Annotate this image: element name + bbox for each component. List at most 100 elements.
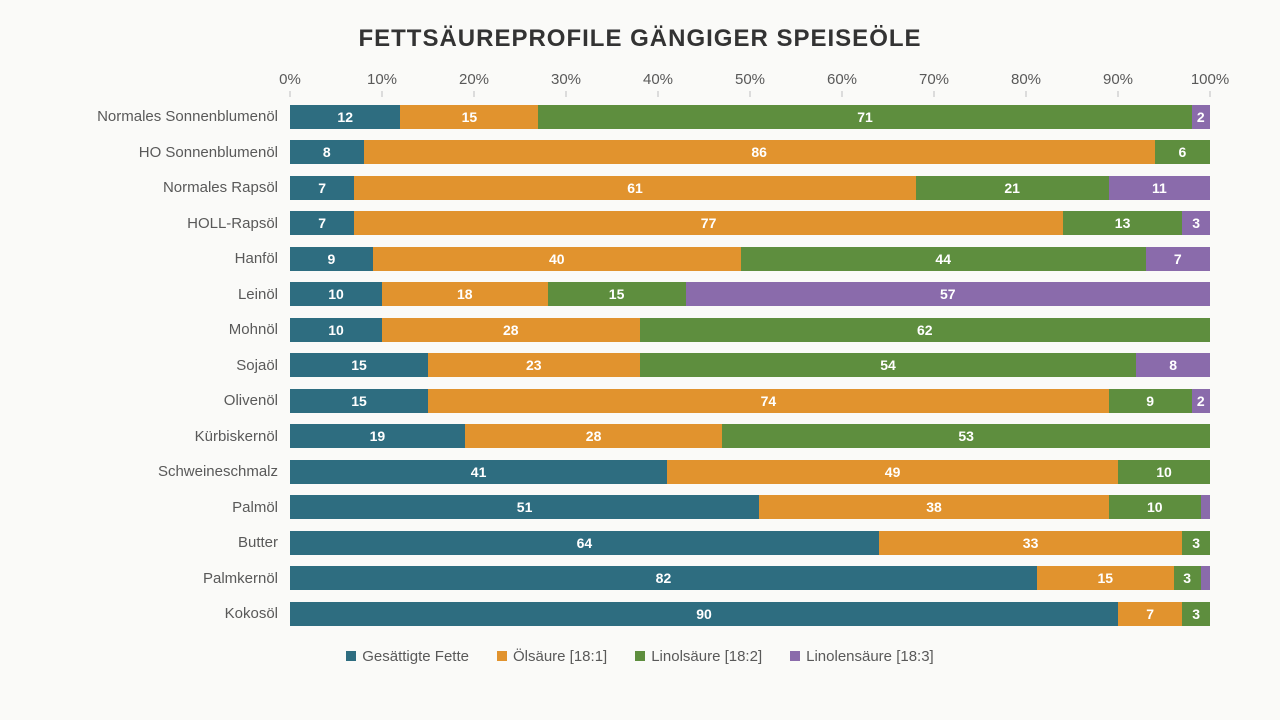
bar-segment: 62	[640, 318, 1210, 342]
category-label: Sojaöl	[70, 357, 290, 374]
x-axis-tick-label: 30%	[551, 71, 581, 88]
bar-segment: 41	[290, 460, 667, 484]
bar-segment: 15	[400, 105, 538, 129]
bar-segment: 40	[373, 247, 741, 271]
legend-label: Ölsäure [18:1]	[513, 648, 607, 665]
legend-label: Linolsäure [18:2]	[651, 648, 762, 665]
bar-segment: 23	[428, 353, 640, 377]
bar-row: Kokosöl9073	[70, 596, 1210, 632]
x-axis-tick-mark	[566, 91, 567, 97]
bar-segment: 18	[382, 282, 548, 306]
x-axis-tick-mark	[290, 91, 291, 97]
x-axis-tick-label: 10%	[367, 71, 397, 88]
bar-segment: 7	[290, 211, 354, 235]
bar-segment: 3	[1182, 531, 1210, 555]
legend-swatch	[635, 651, 645, 661]
bar-track: 1215712	[290, 105, 1210, 129]
category-label: Kokosöl	[70, 605, 290, 622]
bar-track: 1523548	[290, 353, 1210, 377]
x-axis-tick-label: 50%	[735, 71, 765, 88]
category-label: HO Sonnenblumenöl	[70, 144, 290, 161]
bar-track: 10181557	[290, 282, 1210, 306]
x-axis-tick-label: 80%	[1011, 71, 1041, 88]
bar-segment: 64	[290, 531, 879, 555]
bar-row: HOLL-Rapsöl777133	[70, 206, 1210, 242]
bar-track: 82153	[290, 566, 1210, 590]
category-label: HOLL-Rapsöl	[70, 215, 290, 232]
category-label: Butter	[70, 534, 290, 551]
bar-segment: 54	[640, 353, 1137, 377]
bar-segment: 21	[916, 176, 1109, 200]
bar-track: 513810	[290, 495, 1210, 519]
bar-track: 157492	[290, 389, 1210, 413]
bar-segment: 53	[722, 424, 1210, 448]
bar-segment: 51	[290, 495, 759, 519]
x-axis-tick-mark	[382, 91, 383, 97]
bar-row: Schweineschmalz414910	[70, 454, 1210, 490]
legend-swatch	[346, 651, 356, 661]
bar-segment: 44	[741, 247, 1146, 271]
x-axis-tick-mark	[658, 91, 659, 97]
bar-row: Normales Sonnenblumenöl1215712	[70, 99, 1210, 135]
bar-segment: 74	[428, 389, 1109, 413]
category-label: Leinöl	[70, 286, 290, 303]
category-label: Kürbiskernöl	[70, 428, 290, 445]
bar-track: 940447	[290, 247, 1210, 271]
bar-track: 64333	[290, 531, 1210, 555]
legend-label: Gesättigte Fette	[362, 648, 469, 665]
bar-segment	[1201, 566, 1210, 590]
x-axis-tick-mark	[1118, 91, 1119, 97]
bar-segment: 10	[1109, 495, 1201, 519]
bar-row: Butter64333	[70, 525, 1210, 561]
bar-track: 7612111	[290, 176, 1210, 200]
chart-rows: Normales Sonnenblumenöl1215712HO Sonnenb…	[70, 99, 1210, 632]
bar-segment: 15	[1037, 566, 1174, 590]
bar-row: Mohnöl102862	[70, 312, 1210, 348]
bar-track: 777133	[290, 211, 1210, 235]
bar-row: Sojaöl1523548	[70, 348, 1210, 384]
category-label: Normales Sonnenblumenöl	[70, 108, 290, 125]
category-label: Hanföl	[70, 250, 290, 267]
category-label: Schweineschmalz	[70, 463, 290, 480]
bar-segment: 61	[354, 176, 915, 200]
bar-segment: 90	[290, 602, 1118, 626]
bar-segment: 3	[1174, 566, 1201, 590]
category-label: Normales Rapsöl	[70, 179, 290, 196]
legend-swatch	[497, 651, 507, 661]
bar-segment: 77	[354, 211, 1062, 235]
bar-track: 192853	[290, 424, 1210, 448]
bar-segment: 7	[1118, 602, 1182, 626]
bar-segment: 15	[290, 353, 428, 377]
bar-segment: 11	[1109, 176, 1210, 200]
x-axis-tick-label: 40%	[643, 71, 673, 88]
chart-title: FETTSÄUREPROFILE GÄNGIGER SPEISEÖLE	[70, 25, 1210, 53]
bar-segment: 71	[538, 105, 1191, 129]
x-axis-labels: 0%10%20%30%40%50%60%70%80%90%100%	[290, 71, 1210, 91]
bar-segment: 28	[465, 424, 723, 448]
bar-track: 102862	[290, 318, 1210, 342]
bar-segment: 28	[382, 318, 640, 342]
bar-row: Hanföl940447	[70, 241, 1210, 277]
category-label: Palmkernöl	[70, 570, 290, 587]
bar-segment	[1201, 495, 1210, 519]
bar-segment: 19	[290, 424, 465, 448]
x-axis-tick-mark	[842, 91, 843, 97]
bar-segment: 6	[1155, 140, 1210, 164]
bar-row: Kürbiskernöl192853	[70, 419, 1210, 455]
bar-segment: 12	[290, 105, 400, 129]
bar-segment: 13	[1063, 211, 1183, 235]
bar-segment: 82	[290, 566, 1037, 590]
x-axis-tick-mark	[474, 91, 475, 97]
bar-segment: 10	[1118, 460, 1210, 484]
bar-segment: 10	[290, 318, 382, 342]
bar-track: 8866	[290, 140, 1210, 164]
legend-item: Linolensäure [18:3]	[790, 648, 934, 665]
bar-segment: 10	[290, 282, 382, 306]
x-axis-tick-label: 100%	[1191, 71, 1229, 88]
bar-segment: 86	[364, 140, 1155, 164]
legend-swatch	[790, 651, 800, 661]
axis-area: 0%10%20%30%40%50%60%70%80%90%100% Normal…	[70, 71, 1210, 632]
bar-row: Normales Rapsöl7612111	[70, 170, 1210, 206]
bar-segment: 15	[290, 389, 428, 413]
bar-segment: 57	[686, 282, 1210, 306]
